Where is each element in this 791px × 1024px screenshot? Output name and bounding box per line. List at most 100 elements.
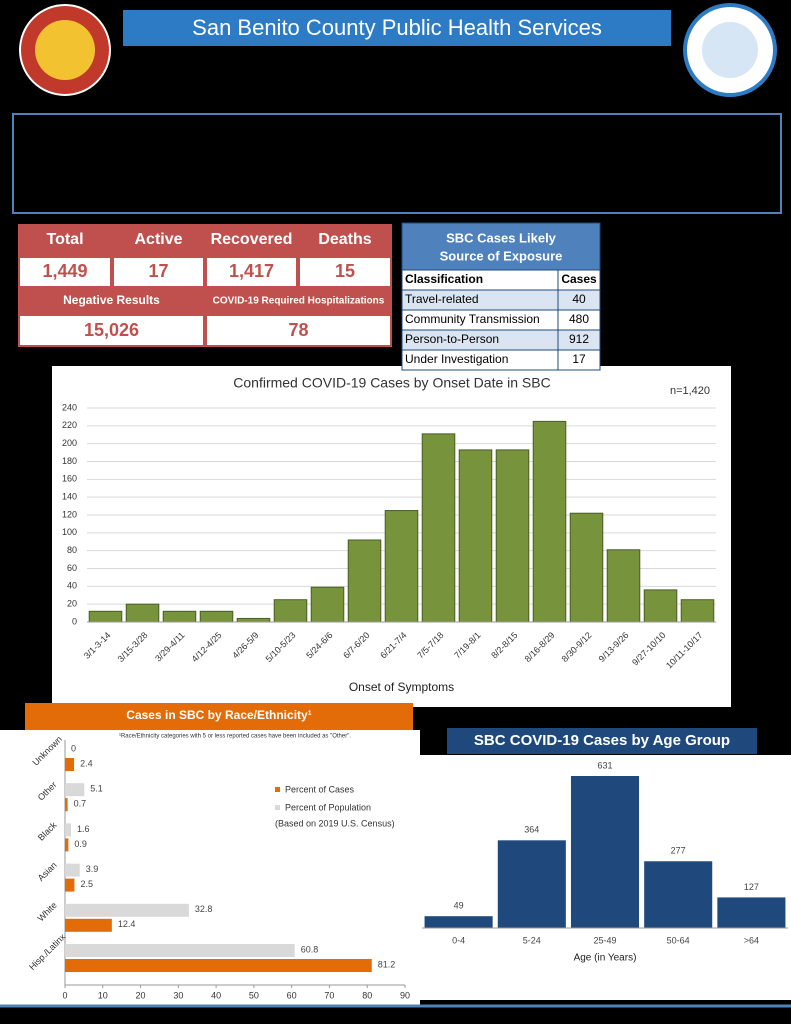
chart-title: SBC COVID-19 Cases by Age Group	[474, 732, 730, 749]
stat-value-cell	[112, 256, 205, 288]
data-label: 277	[671, 846, 686, 856]
legend-swatch	[275, 787, 280, 792]
y-tick-label: 100	[62, 527, 77, 537]
bar	[88, 610, 123, 623]
x-tick-label: 80	[362, 990, 372, 1000]
bar	[65, 878, 75, 892]
stat-header-cell	[112, 224, 205, 256]
x-tick-label: 25-49	[593, 935, 616, 945]
bar	[570, 776, 640, 928]
bar	[273, 599, 308, 623]
data-label: 12.4	[118, 919, 136, 929]
stat-value: 78	[288, 320, 308, 340]
bar	[717, 897, 786, 928]
bar	[65, 758, 75, 771]
data-label: 5.1	[90, 784, 103, 794]
x-tick-label: 50	[249, 990, 259, 1000]
stat-header-cell	[298, 224, 392, 256]
bar	[495, 449, 530, 623]
bar	[199, 610, 234, 623]
stat-value: 1,449	[42, 261, 87, 281]
exposure-text: Person-to-Person	[405, 332, 499, 346]
x-tick-label: 60	[287, 990, 297, 1000]
x-tick-label: 20	[136, 990, 146, 1000]
header-title: San Benito County Public Health Services	[192, 15, 602, 40]
x-tick-label: 40	[211, 990, 221, 1000]
exposure-text: Travel-related	[405, 292, 479, 306]
bar	[65, 798, 68, 812]
stat-header: Deaths	[318, 231, 371, 248]
bar	[310, 586, 345, 623]
race-chart-banner	[25, 703, 413, 730]
stat-value-cell	[18, 314, 205, 347]
x-tick-label: 90	[400, 990, 410, 1000]
annotation: n=1,420	[670, 385, 710, 397]
bar	[421, 433, 456, 623]
bar	[384, 510, 419, 623]
bar	[162, 610, 197, 623]
bar	[347, 539, 382, 623]
y-tick-label: 60	[67, 563, 77, 573]
header-banner	[123, 10, 671, 46]
bar	[569, 512, 604, 623]
data-label: 364	[524, 825, 539, 835]
data-label: 49	[454, 901, 464, 911]
data-label: 3.9	[86, 864, 99, 874]
data-label: 0.9	[74, 839, 87, 849]
exposure-title: SBC Cases Likely	[446, 230, 557, 245]
chart-title: Cases in SBC by Race/Ethnicity¹	[126, 708, 311, 722]
exposure-text: 40	[572, 292, 586, 306]
stat-header-cell	[205, 224, 298, 256]
bar	[236, 617, 271, 623]
stat-header: COVID-19 Required Hospitalizations	[213, 296, 385, 307]
data-label: 1.6	[77, 824, 90, 834]
stat-value: 15,026	[84, 320, 139, 340]
data-label: 0.7	[74, 799, 87, 809]
exposure-text: Cases	[561, 272, 597, 286]
stat-header: Negative Results	[63, 293, 160, 307]
county-logo-inner	[35, 20, 95, 80]
bar	[65, 944, 295, 957]
health-logo-inner	[702, 22, 758, 78]
stat-value-cell	[18, 256, 112, 288]
y-tick-label: 180	[62, 456, 77, 466]
bar	[125, 603, 160, 623]
chart-note: ¹Race/Ethnicity categories with 5 or les…	[119, 734, 351, 740]
stat-header: Active	[134, 231, 182, 248]
stat-header-cell	[18, 288, 205, 314]
exposure-text: Under Investigation	[405, 352, 508, 366]
exposure-text: 17	[572, 352, 586, 366]
exposure-title-cell	[401, 222, 601, 271]
stat-value: 15	[335, 261, 355, 281]
data-label: 2.5	[80, 879, 93, 889]
y-tick-label: 140	[62, 492, 77, 502]
chart-title: Confirmed COVID-19 Cases by Onset Date i…	[233, 375, 550, 391]
y-tick-label: 40	[67, 581, 77, 591]
y-tick-label: 80	[67, 545, 77, 555]
stat-value: 1,417	[229, 261, 274, 281]
stat-header-cell	[18, 224, 112, 256]
bar	[497, 840, 566, 928]
data-label: 60.8	[301, 944, 319, 954]
data-label: 127	[744, 882, 759, 892]
data-label: 81.2	[378, 959, 396, 969]
y-tick-label: 220	[62, 420, 77, 430]
x-tick-label: 50-64	[667, 935, 690, 945]
bar	[65, 823, 72, 837]
bar	[65, 838, 69, 852]
y-tick-label: 160	[62, 474, 77, 484]
age-chart-banner	[447, 728, 757, 754]
bar	[65, 903, 189, 917]
y-tick-label: 200	[62, 438, 77, 448]
exposure-title: Source of Exposure	[440, 248, 563, 263]
y-tick-label: 240	[62, 402, 77, 412]
bar	[680, 599, 715, 623]
bar	[643, 589, 678, 623]
bar	[532, 420, 567, 623]
stat-value: 17	[148, 261, 168, 281]
x-axis-label: Age (in Years)	[574, 953, 637, 964]
exposure-text: Community Transmission	[405, 312, 540, 326]
data-label: 631	[597, 760, 612, 770]
